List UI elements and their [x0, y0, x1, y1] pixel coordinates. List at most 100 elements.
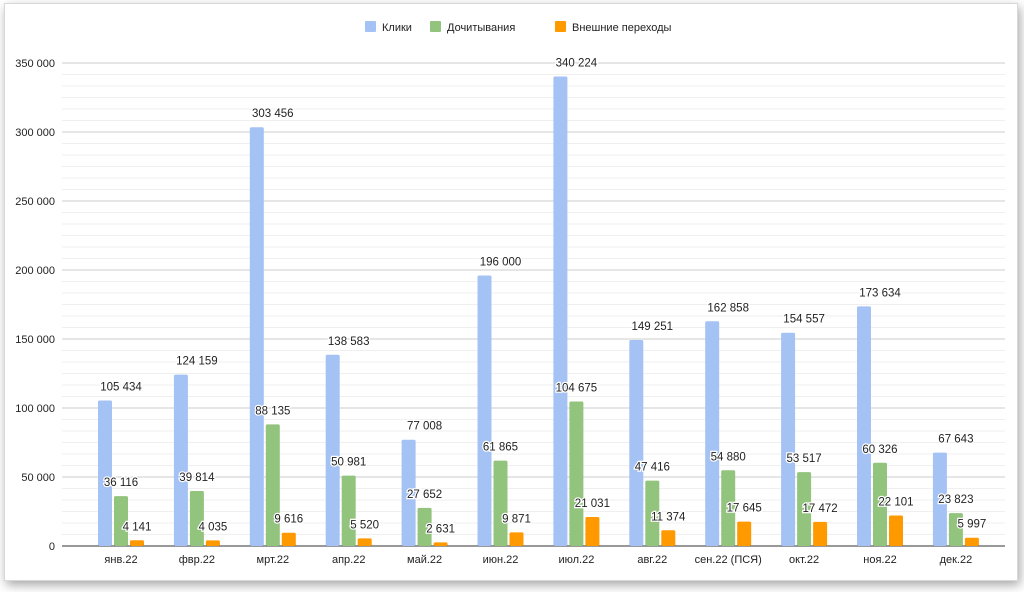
bar-external-clicks	[433, 542, 448, 546]
bar-external-clicks	[130, 540, 144, 546]
data-label: 9 871	[502, 513, 531, 525]
bar-clicks	[857, 306, 871, 546]
y-tick-label: 0	[49, 541, 55, 553]
x-tick-label: ноя.22	[863, 554, 896, 566]
bar-read-throughs	[873, 462, 887, 546]
legend-swatch	[555, 21, 566, 32]
data-label: 2 631	[426, 523, 455, 535]
data-label: 303 456	[252, 108, 294, 120]
x-tick-label: фвр.22	[179, 554, 215, 566]
legend-label: Дочитывания	[447, 22, 515, 34]
data-label: 22 101	[878, 497, 913, 509]
data-label: 138 583	[328, 336, 370, 348]
bar-external-clicks	[964, 537, 979, 546]
bar-clicks	[98, 400, 112, 546]
data-label: 173 634	[859, 287, 901, 299]
bar-external-clicks	[509, 532, 524, 546]
data-label: 27 652	[407, 489, 442, 501]
data-label: 50 981	[331, 457, 366, 469]
data-label: 105 434	[100, 382, 142, 394]
x-tick-label: мрт.22	[257, 554, 290, 566]
bar-external-clicks	[281, 532, 296, 546]
data-label: 5 997	[958, 519, 987, 531]
bar-clicks	[401, 439, 416, 546]
bar-read-throughs	[721, 470, 736, 546]
bar-read-throughs	[948, 513, 963, 546]
x-tick-label: янв.22	[104, 554, 137, 566]
bar-clicks	[705, 321, 720, 546]
legend-label: Внешние переходы	[572, 22, 671, 34]
bar-read-throughs	[265, 424, 280, 546]
y-tick-label: 150 000	[15, 334, 55, 346]
y-tick-label: 250 000	[15, 196, 55, 208]
y-tick-label: 300 000	[15, 127, 55, 139]
bar-read-throughs	[797, 472, 812, 546]
data-label: 54 880	[711, 451, 746, 463]
data-label: 53 517	[787, 453, 822, 465]
bar-read-throughs	[417, 507, 432, 546]
bar-read-throughs	[189, 491, 204, 546]
bar-external-clicks	[205, 540, 220, 546]
bar-external-clicks	[889, 515, 903, 546]
bar-clicks	[249, 127, 264, 547]
data-label: 4 141	[123, 521, 152, 533]
data-label: 23 823	[938, 494, 973, 506]
data-label: 47 416	[635, 462, 670, 474]
bar-read-throughs	[341, 475, 356, 546]
data-label: 60 326	[862, 444, 897, 456]
data-label: 36 116	[104, 477, 138, 489]
data-label: 4 035	[199, 521, 228, 533]
bar-read-throughs	[493, 460, 508, 546]
y-tick-label: 350 000	[15, 58, 55, 70]
bar-external-clicks	[813, 521, 828, 546]
bar-clicks	[173, 374, 188, 546]
y-tick-label: 200 000	[15, 265, 55, 277]
data-label: 88 135	[255, 405, 290, 417]
data-label: 39 814	[179, 472, 215, 484]
data-label: 61 865	[483, 442, 518, 454]
x-tick-label: июн.22	[483, 554, 519, 566]
x-tick-label: окт.22	[789, 554, 819, 566]
data-label: 124 159	[176, 356, 218, 368]
data-label: 11 374	[651, 511, 686, 523]
y-tick-label: 50 000	[21, 472, 55, 484]
bar-clicks	[325, 354, 340, 546]
x-tick-label: сен.22 (ПСЯ)	[695, 554, 762, 566]
legend-swatch	[365, 21, 376, 32]
bar-clicks	[932, 452, 947, 546]
data-label: 9 616	[274, 514, 303, 526]
bar-read-throughs	[645, 480, 660, 546]
bar-clicks	[553, 76, 568, 547]
bar-external-clicks	[585, 516, 600, 546]
legend-label: Клики	[382, 22, 412, 34]
y-tick-label: 100 000	[15, 403, 55, 415]
data-label: 149 251	[632, 321, 674, 333]
data-label: 104 675	[556, 383, 598, 395]
bar-external-clicks	[357, 538, 372, 546]
data-label: 77 008	[407, 421, 442, 433]
data-label: 17 472	[803, 503, 838, 515]
data-label: 17 645	[727, 503, 762, 515]
legend-swatch	[430, 21, 441, 32]
bar-external-clicks	[661, 530, 676, 546]
data-label: 162 858	[707, 302, 749, 314]
data-label: 5 520	[350, 519, 379, 531]
x-tick-label: май.22	[407, 554, 442, 566]
bar-clicks	[781, 332, 796, 546]
bar-external-clicks	[737, 521, 752, 546]
data-label: 21 031	[575, 498, 610, 510]
bar-clicks	[477, 275, 492, 546]
bar-clicks	[629, 340, 644, 546]
chart-card	[4, 3, 1018, 581]
data-label: 196 000	[480, 257, 522, 269]
x-tick-label: июл.22	[558, 554, 594, 566]
data-label: 340 224	[556, 57, 598, 69]
x-tick-label: дек.22	[940, 554, 973, 566]
x-tick-label: апр.22	[332, 554, 365, 566]
data-label: 154 557	[783, 314, 825, 326]
data-label: 67 643	[938, 434, 973, 446]
x-tick-label: авг.22	[637, 554, 667, 566]
bar-read-throughs	[114, 496, 128, 546]
bar-read-throughs	[569, 401, 584, 546]
